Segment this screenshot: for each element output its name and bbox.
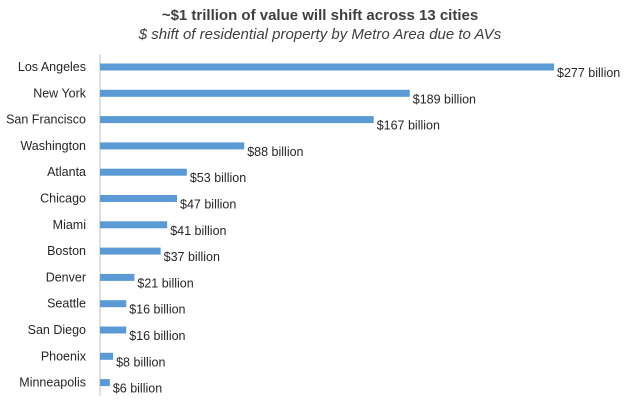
category-label: Washington — [20, 139, 86, 153]
data-label: $16 billion — [129, 329, 185, 343]
data-label: $16 billion — [129, 303, 185, 317]
category-label: Atlanta — [47, 165, 86, 179]
bar — [100, 142, 245, 150]
bar — [100, 300, 127, 308]
data-label: $277 billion — [557, 66, 620, 80]
bar — [100, 326, 127, 334]
bar — [100, 352, 114, 360]
category-label: Seattle — [47, 297, 86, 311]
category-label: New York — [33, 86, 87, 100]
bar — [100, 63, 554, 71]
data-label: $8 billion — [116, 355, 165, 369]
bar — [100, 379, 110, 387]
bar — [100, 221, 168, 229]
data-label: $21 billion — [137, 276, 193, 290]
chart-title: ~$1 trillion of value will shift across … — [161, 7, 479, 24]
category-label: Boston — [47, 244, 86, 258]
category-label: Minneapolis — [19, 376, 86, 390]
bar — [100, 247, 161, 255]
data-label: $47 billion — [180, 198, 236, 212]
bar — [100, 89, 410, 97]
data-label: $189 billion — [413, 92, 476, 106]
chart-subtitle: $ shift of residential property by Metro… — [138, 26, 502, 43]
data-label: $37 billion — [164, 250, 220, 264]
bar — [100, 195, 178, 202]
data-label: $53 billion — [190, 171, 246, 185]
data-label: $167 billion — [377, 119, 440, 133]
data-label: $41 billion — [170, 224, 226, 238]
bar — [100, 168, 187, 176]
category-label: Chicago — [40, 192, 86, 206]
category-label: Miami — [53, 218, 86, 232]
data-label: $6 billion — [113, 382, 162, 396]
category-label: San Diego — [28, 323, 86, 337]
bar — [100, 116, 374, 124]
bar — [100, 273, 135, 281]
category-label: Los Angeles — [18, 60, 86, 74]
category-label: Denver — [46, 270, 86, 284]
data-label: $88 billion — [247, 145, 303, 159]
category-label: Phoenix — [41, 349, 87, 363]
category-label: San Francisco — [6, 113, 86, 127]
